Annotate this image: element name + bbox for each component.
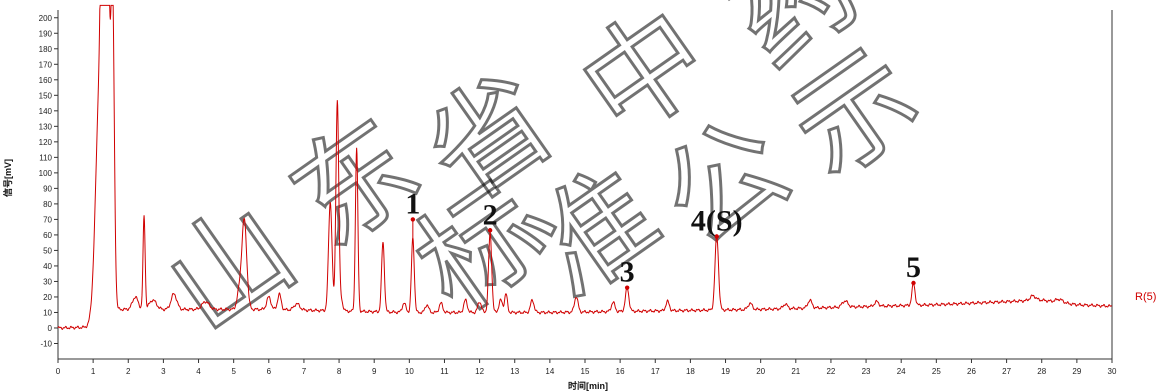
x-tick-label: 24 bbox=[897, 367, 906, 376]
y-tick-label: 60 bbox=[43, 231, 52, 240]
peak-marker-dot bbox=[410, 217, 416, 222]
x-tick-label: 12 bbox=[475, 367, 484, 376]
trace-layer bbox=[57, 4, 1113, 331]
x-tick-label: 17 bbox=[651, 367, 660, 376]
x-tick-label: 18 bbox=[686, 367, 695, 376]
y-tick-label: 90 bbox=[43, 184, 52, 193]
x-tick-label: 6 bbox=[267, 367, 272, 376]
peak-marker-dot bbox=[487, 228, 493, 233]
y-tick-label: 130 bbox=[39, 122, 53, 131]
x-axis-title: 时间[min] bbox=[568, 380, 608, 391]
y-tick-label: 160 bbox=[39, 76, 53, 85]
y-tick-label: 80 bbox=[43, 200, 52, 209]
y-tick-label: 120 bbox=[39, 138, 53, 147]
y-tick-label: 110 bbox=[39, 153, 52, 162]
peak-label: 2 bbox=[483, 198, 498, 231]
y-tick-label: 0 bbox=[48, 324, 53, 333]
peak-label: 3 bbox=[620, 256, 635, 289]
x-tick-label: 26 bbox=[967, 367, 976, 376]
axes: -100102030405060708090100110120130140150… bbox=[39, 10, 1117, 376]
y-tick-label: 30 bbox=[43, 277, 52, 286]
y-tick-label: 50 bbox=[43, 246, 52, 255]
x-tick-label: 19 bbox=[721, 367, 730, 376]
y-tick-label: 100 bbox=[39, 169, 53, 178]
x-tick-label: 11 bbox=[440, 367, 449, 376]
x-tick-label: 8 bbox=[337, 367, 342, 376]
y-tick-label: 140 bbox=[39, 107, 53, 116]
peak-marker-dot bbox=[911, 280, 916, 286]
x-tick-label: 7 bbox=[302, 367, 307, 376]
x-tick-label: 21 bbox=[791, 367, 800, 376]
x-tick-label: 29 bbox=[1072, 367, 1081, 376]
x-tick-label: 13 bbox=[510, 367, 519, 376]
peak-label: 4(S) bbox=[691, 204, 743, 237]
y-tick-label: 190 bbox=[39, 29, 53, 38]
x-tick-label: 16 bbox=[616, 367, 625, 376]
peak-label: 1 bbox=[405, 187, 420, 220]
x-tick-label: 3 bbox=[161, 367, 166, 376]
x-tick-label: 22 bbox=[826, 367, 835, 376]
x-tick-label: 2 bbox=[126, 367, 131, 376]
series-name-label: R(5) bbox=[1135, 291, 1156, 303]
y-tick-label: 170 bbox=[39, 60, 53, 69]
y-axis-title: 信号[mV] bbox=[2, 159, 13, 197]
y-tick-label: 40 bbox=[43, 262, 52, 271]
y-tick-label: -10 bbox=[40, 339, 52, 348]
x-tick-label: 25 bbox=[932, 367, 941, 376]
y-tick-label: 150 bbox=[39, 91, 53, 100]
x-tick-label: 14 bbox=[545, 367, 554, 376]
x-tick-label: 28 bbox=[1037, 367, 1046, 376]
y-tick-label: 10 bbox=[43, 308, 52, 317]
x-tick-label: 10 bbox=[405, 367, 414, 376]
series-trace bbox=[57, 4, 1113, 331]
y-tick-label: 180 bbox=[39, 45, 53, 54]
x-tick-label: 23 bbox=[862, 367, 871, 376]
x-tick-label: 1 bbox=[91, 367, 96, 376]
y-tick-label: 70 bbox=[43, 215, 52, 224]
x-tick-label: 9 bbox=[372, 367, 377, 376]
x-tick-label: 4 bbox=[196, 367, 201, 376]
x-tick-label: 15 bbox=[581, 367, 590, 376]
x-tick-label: 20 bbox=[756, 367, 765, 376]
annotations: 1 2 3 4(S) 5 bbox=[405, 187, 921, 290]
x-tick-label: 0 bbox=[56, 367, 61, 376]
y-tick-label: 200 bbox=[39, 14, 53, 23]
x-tick-label: 5 bbox=[231, 367, 236, 376]
peak-marker-dot bbox=[624, 285, 630, 290]
peak-marker-dot bbox=[714, 234, 719, 239]
peak-label: 5 bbox=[906, 251, 921, 284]
y-tick-label: 20 bbox=[43, 293, 52, 302]
x-tick-label: 27 bbox=[1002, 367, 1011, 376]
x-tick-label: 30 bbox=[1108, 367, 1117, 376]
